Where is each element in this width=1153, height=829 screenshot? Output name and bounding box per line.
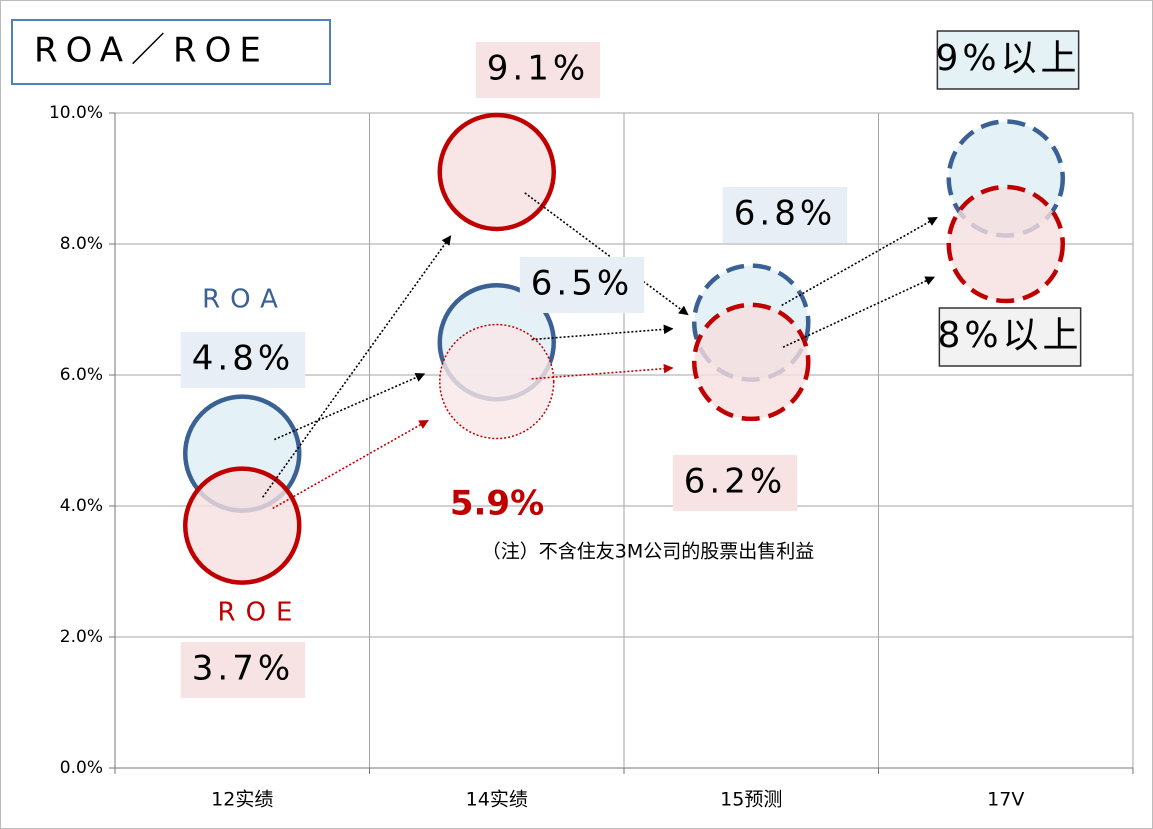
x-tick-label: 14实绩 — [466, 789, 528, 811]
arrow — [272, 419, 429, 510]
y-tick-label: 8.0% — [60, 234, 103, 254]
data-label: 6.8% — [734, 194, 836, 234]
bubble — [692, 302, 811, 422]
data-label: 3.7% — [192, 649, 294, 689]
arrow — [262, 235, 452, 498]
data-label: 6.2% — [684, 462, 786, 502]
label-bg — [180, 332, 306, 388]
bubble — [183, 466, 302, 585]
title-box — [11, 19, 331, 85]
y-tick-label: 6.0% — [60, 365, 103, 385]
x-tick-label: 17V — [987, 789, 1024, 811]
data-label: 9%以上 — [935, 38, 1080, 79]
bubble — [946, 184, 1065, 304]
label-bg — [672, 455, 798, 511]
data-label: 5.9% — [450, 484, 544, 524]
bubble — [437, 112, 556, 232]
y-tick-label: 4.0% — [60, 496, 103, 516]
note: （注）不含住友3M公司的股票出售利益 — [482, 541, 814, 563]
chart-title: ROA／ROE — [34, 31, 269, 71]
data-label: 8%以上 — [937, 315, 1082, 356]
y-tick-label: 0.0% — [60, 758, 103, 778]
data-label: 6.5% — [531, 264, 633, 304]
arrow — [273, 372, 426, 441]
label-bg — [180, 642, 306, 698]
arrow — [531, 324, 674, 341]
x-tick-label: 12实绩 — [211, 789, 273, 811]
x-tick-label: 15预测 — [720, 789, 782, 811]
arrow — [531, 363, 674, 380]
data-label: 9.1% — [487, 49, 589, 89]
label-bg — [722, 187, 848, 243]
bubble — [439, 323, 555, 440]
arrow — [524, 192, 689, 316]
y-tick-label: 10.0% — [49, 103, 103, 123]
legend-label: ROE — [218, 598, 303, 628]
arrow — [781, 216, 938, 307]
label-box — [936, 30, 1080, 90]
label-box — [938, 307, 1082, 367]
label-bg — [475, 42, 601, 98]
label-bg — [519, 257, 645, 313]
data-label: 4.8% — [192, 339, 294, 379]
y-tick-label: 2.0% — [60, 627, 103, 647]
legend-label: ROA — [202, 285, 288, 315]
